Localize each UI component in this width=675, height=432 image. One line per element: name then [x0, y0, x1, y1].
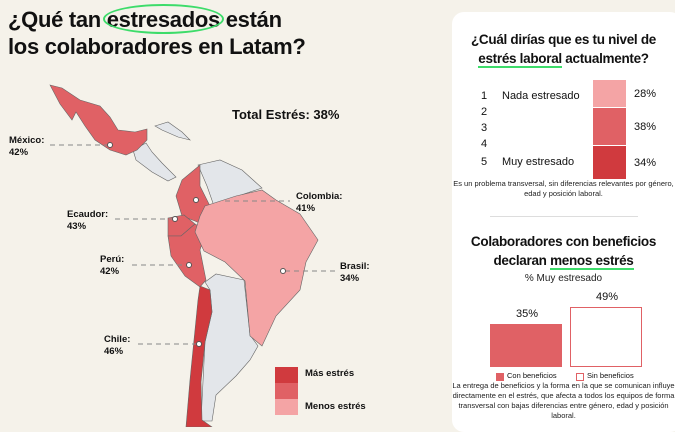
stress-bar-label: 34%	[634, 157, 657, 169]
panel2-subtitle: % Muy estresado	[524, 273, 603, 284]
label-chile: Chile: 46%	[104, 334, 131, 357]
legend-swatch-mid	[275, 383, 298, 399]
map-caribbean	[154, 121, 191, 141]
total-stress: Total Estrés: 38%	[232, 107, 340, 122]
stress-bar-segment	[593, 108, 626, 145]
legend-low-label: Menos estrés	[305, 401, 366, 412]
benefit-bar	[490, 324, 562, 367]
title-line2: los colaboradores en Latam?	[8, 34, 306, 59]
benefit-bar-label: 49%	[596, 291, 619, 303]
legend-label: Sin beneficios	[587, 371, 634, 380]
stats-panel: ¿Cuál dirías que es tu nivel de estrés l…	[452, 12, 675, 432]
label-ecuador: Ecaudor: 43%	[67, 209, 109, 232]
panel1-question: ¿Cuál dirías que es tu nivel de estrés l…	[470, 32, 656, 68]
label-mexico: México: 42%	[9, 135, 45, 158]
title-text: están	[219, 7, 282, 32]
divider	[490, 216, 638, 217]
marker-mexico	[107, 142, 113, 148]
map-legend	[275, 367, 298, 415]
panel2-note: La entrega de beneficios y la forma en l…	[452, 381, 675, 420]
legend-swatch-low	[275, 399, 298, 415]
map-brazil	[194, 189, 319, 347]
stress-bar-label: 28%	[634, 88, 657, 100]
map-peru	[167, 223, 207, 288]
legend-swatch-high	[275, 367, 298, 383]
latam-map	[49, 84, 335, 427]
marker-ecuador	[172, 216, 178, 222]
map-chile	[185, 285, 213, 427]
legend-label: Con beneficios	[507, 371, 557, 380]
legend-high-label: Más estrés	[305, 368, 355, 379]
legend-swatch	[576, 373, 584, 381]
benefit-bar	[570, 307, 642, 367]
stress-bar-segment	[593, 80, 626, 107]
label-brasil: Brasil: 34%	[340, 261, 370, 284]
marker-colombia	[193, 197, 199, 203]
label-colombia: Colombia: 41%	[296, 191, 343, 214]
stress-bar-segment	[593, 146, 626, 179]
panel1-note: Es un problema transversal, sin diferenc…	[453, 179, 674, 198]
stress-bar-label: 38%	[634, 121, 657, 133]
title-highlight: estresados	[102, 4, 225, 34]
marker-brasil	[280, 268, 286, 274]
map-mexico	[49, 84, 148, 156]
label-peru: Perú: 42%	[100, 254, 125, 277]
marker-peru	[186, 262, 192, 268]
legend-swatch	[496, 373, 504, 381]
map-central-america	[132, 142, 177, 182]
benefit-bar-label: 35%	[516, 308, 539, 321]
panel2-title: Colaboradores con beneficios declaran me…	[470, 234, 657, 270]
title-text: ¿Qué tan	[8, 7, 107, 32]
marker-chile	[196, 341, 202, 347]
map-venezuela-guyanas	[197, 159, 263, 207]
page-title: ¿Qué tan estresados están los colaborado…	[8, 4, 306, 60]
